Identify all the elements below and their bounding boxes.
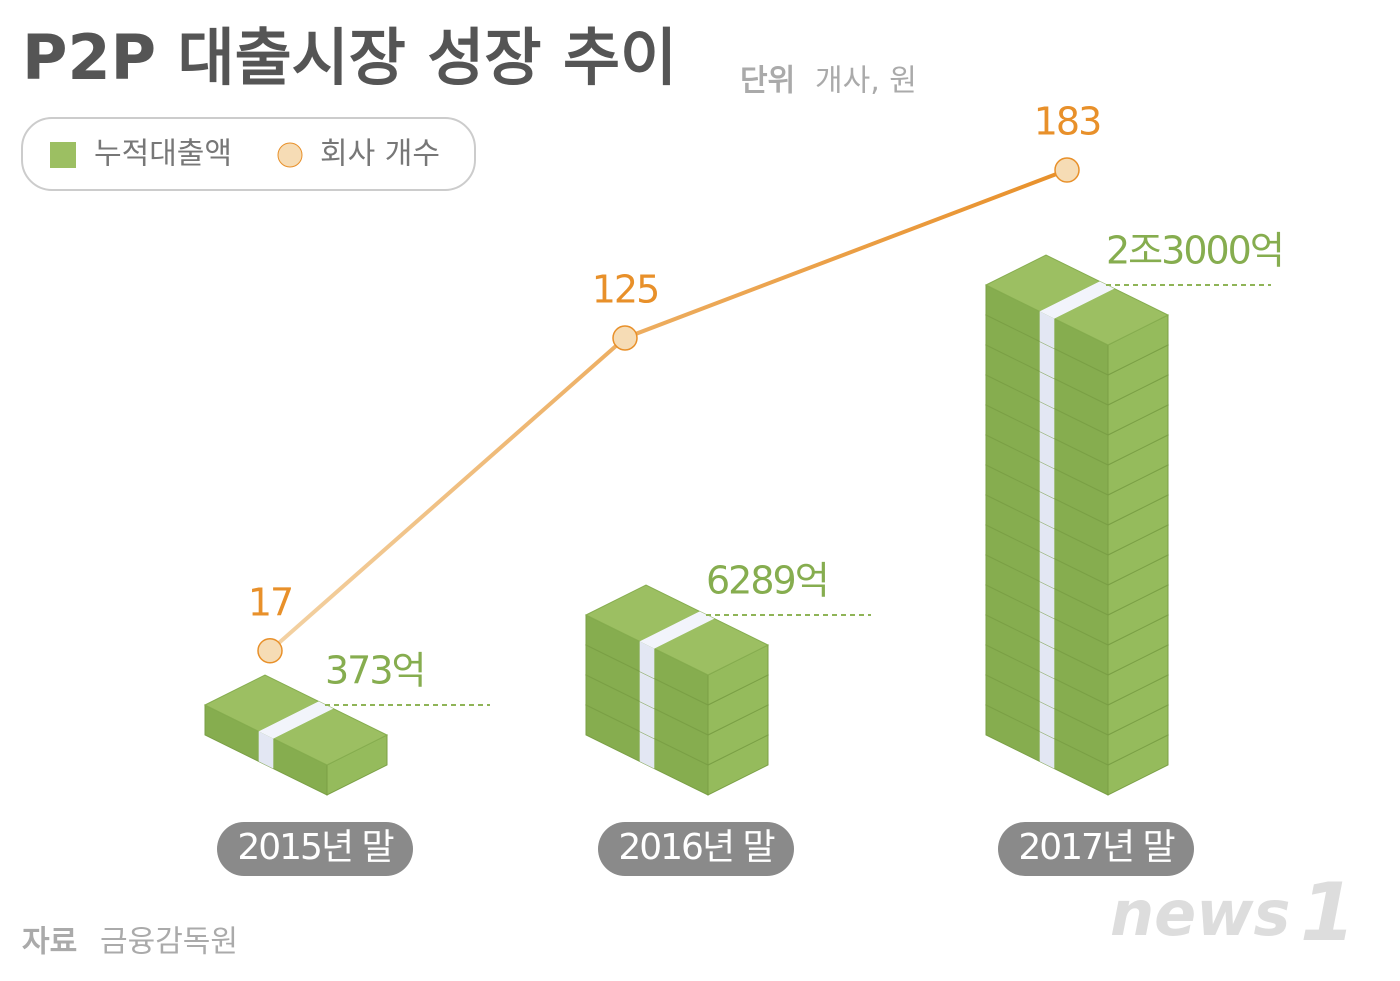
point — [257, 638, 283, 664]
x-tick-label: 2016년 말 — [618, 827, 774, 868]
bundle-strap — [1039, 641, 1055, 679]
legend-box — [21, 117, 476, 191]
data-label: 373억 — [325, 649, 425, 693]
data-label: 2조3000억 — [1106, 229, 1283, 273]
logo: 1 — [1300, 866, 1356, 959]
x-tick-label: 2015년 말 — [237, 827, 393, 868]
source-label: 자료 — [22, 925, 77, 960]
line — [268, 168, 1068, 653]
category-pill — [998, 822, 1194, 876]
bundle-strap — [1039, 371, 1055, 409]
data-label: 6289억 — [706, 559, 828, 603]
bundle-strap — [1039, 431, 1055, 469]
data-label: 125 — [592, 267, 659, 311]
bundle-strap — [639, 611, 715, 649]
bundle-strap — [1039, 341, 1055, 379]
bundle-strap — [1039, 611, 1055, 649]
bar-stack — [984, 254, 1170, 796]
bundle-strap — [1039, 521, 1055, 559]
bar-stack — [584, 584, 770, 796]
bundle-strap — [639, 731, 655, 769]
bundle-strap — [1039, 581, 1055, 619]
bundle-strap — [639, 701, 655, 739]
x-tick-label: 2017년 말 — [1018, 827, 1174, 868]
unit: 개사, 원 — [815, 64, 917, 99]
legend-swatch — [50, 142, 76, 168]
bundle-strap — [1039, 311, 1055, 349]
bundle-strap — [1039, 281, 1115, 319]
point — [1054, 157, 1080, 183]
data-label: 183 — [1034, 100, 1101, 144]
bundle-strap — [1039, 731, 1055, 769]
bundle-strap — [639, 641, 655, 679]
plot: 373억 2015년 말 6289억 2016년 말 2조3000억 2017년 말 17 1… — [203, 100, 1285, 876]
bundle-strap — [1039, 491, 1055, 529]
unit-label: 단위 — [740, 64, 795, 99]
category-pill — [598, 822, 794, 876]
legend-label: 누적대출액 — [94, 137, 232, 172]
bundle-strap — [1039, 401, 1055, 439]
category-pill — [217, 822, 413, 876]
logo: news — [1110, 877, 1290, 950]
legend-swatch — [277, 142, 303, 168]
bundle-strap — [1039, 461, 1055, 499]
bundle-strap — [1039, 551, 1055, 589]
bundle-strap — [258, 731, 274, 769]
bundle-strap — [1039, 701, 1055, 739]
bar-stack — [203, 674, 389, 796]
bundle-strap — [258, 701, 334, 739]
bundle-strap — [639, 671, 655, 709]
data-label: 17 — [248, 580, 292, 624]
point — [612, 325, 638, 351]
bundle-strap — [1039, 671, 1055, 709]
chart-title: P2P 대출시장 성장 추이 — [22, 21, 677, 94]
source: 금융감독원 — [100, 925, 238, 960]
legend-label: 회사 개수 — [320, 137, 440, 172]
